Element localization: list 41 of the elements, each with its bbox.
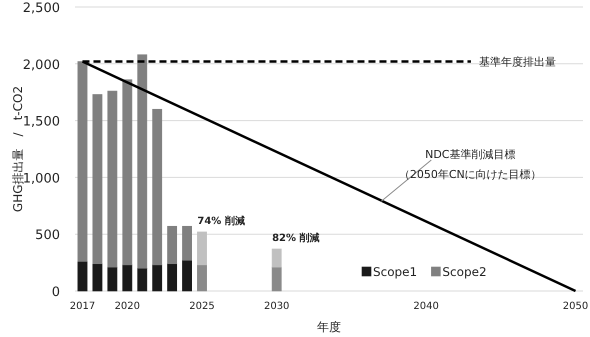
annotation: （2050年CNに向けた目標） — [398, 168, 542, 181]
bar — [122, 264, 132, 292]
bar — [167, 263, 178, 292]
bar — [152, 108, 162, 266]
x-tick-label: 2040 — [413, 301, 439, 312]
y-tick-label: 1,500 — [22, 114, 60, 130]
series-label: 基準年度排出量 — [478, 56, 556, 69]
x-tick-label: 2017 — [70, 301, 96, 312]
y-tick-label: 2,000 — [22, 58, 60, 73]
bar — [92, 263, 102, 292]
x-tick-label: 2030 — [264, 301, 290, 312]
bar — [122, 79, 132, 266]
bar — [137, 54, 148, 269]
bar — [78, 61, 88, 262]
annotation: 74% 削減 — [197, 214, 245, 227]
bar — [92, 94, 102, 264]
y-tick-label: 2,500 — [22, 1, 60, 16]
legend-label: Scope1 — [373, 265, 418, 279]
bar — [272, 266, 282, 292]
bar — [197, 232, 207, 266]
bar — [152, 264, 162, 292]
bar — [182, 226, 192, 261]
x-tick-label: 2020 — [114, 301, 140, 312]
bar — [137, 268, 148, 292]
x-axis-title: 年度 — [317, 320, 341, 334]
bar — [182, 260, 192, 292]
bar — [167, 226, 178, 264]
y-axis-title: GHG排出量 / t-CO2 — [11, 86, 25, 212]
y-tick-label: 1,000 — [22, 171, 60, 186]
legend-label: Scope2 — [442, 265, 487, 279]
annotation: NDC基準削減目標 — [425, 148, 516, 161]
y-tick-label: 500 — [35, 228, 60, 244]
bar — [107, 266, 118, 292]
x-tick-label: 2050 — [562, 301, 588, 312]
bar — [197, 264, 207, 292]
bar — [272, 248, 282, 268]
bar — [78, 261, 88, 292]
x-tick-label: 2025 — [189, 301, 215, 312]
annotation: 82% 削減 — [272, 232, 320, 244]
y-tick-label: 0 — [52, 285, 60, 300]
bar — [107, 90, 118, 268]
